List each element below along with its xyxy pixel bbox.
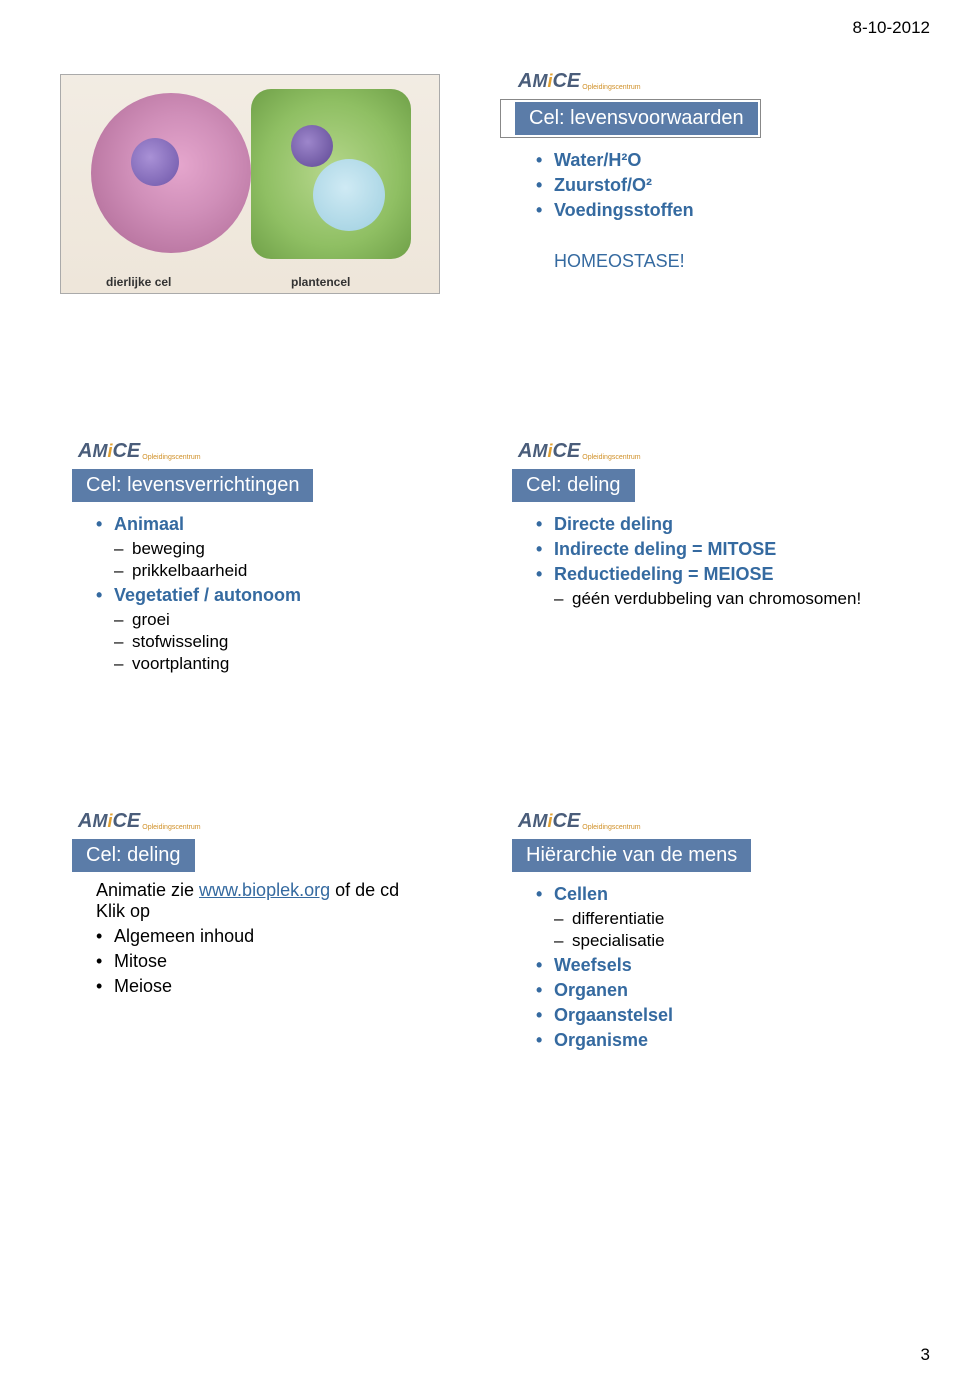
slide-levensverrichtingen: AMiCEOpleidingscentrum Cel: levensverric… bbox=[60, 440, 460, 690]
list-item: Water/H²O bbox=[536, 150, 900, 171]
list-subitem: géén verdubbeling van chromosomen! bbox=[554, 589, 900, 609]
bioplek-link[interactable]: www.bioplek.org bbox=[199, 880, 330, 900]
logo-sub: Opleidingscentrum bbox=[582, 824, 640, 831]
plant-cell-shape bbox=[251, 89, 411, 259]
list-item: Algemeen inhoud bbox=[96, 926, 460, 947]
logo-a: A bbox=[518, 440, 532, 463]
animal-cell-shape bbox=[91, 93, 251, 253]
list-item: Meiose bbox=[96, 976, 460, 997]
logo-a: A bbox=[78, 440, 92, 463]
slide-footer: HOMEOSTASE! bbox=[536, 251, 900, 272]
diagram-label-animal: dierlijke cel bbox=[106, 276, 171, 288]
list-item: Voedingsstoffen bbox=[536, 200, 900, 221]
logo-ce: CE bbox=[112, 440, 140, 463]
logo-sub: Opleidingscentrum bbox=[582, 84, 640, 91]
list-item: Weefsels bbox=[536, 955, 900, 976]
list-item: Organisme bbox=[536, 1030, 900, 1051]
logo: AMiCEOpleidingscentrum bbox=[518, 810, 641, 833]
page-number: 3 bbox=[921, 1345, 930, 1365]
plant-vacuole bbox=[313, 159, 385, 231]
logo-a: A bbox=[78, 810, 92, 833]
list-item: Reductiedeling = MEIOSE bbox=[536, 564, 900, 585]
list-subitem: stofwisseling bbox=[114, 632, 460, 652]
slide-cell-diagram: dierlijke cel plantencel bbox=[60, 70, 460, 320]
logo: AMiCEOpleidingscentrum bbox=[518, 70, 641, 93]
cell-diagram: dierlijke cel plantencel bbox=[60, 74, 440, 294]
slide-content: Cellen differentiatie specialisatie Weef… bbox=[500, 872, 900, 1051]
logo-ce: CE bbox=[112, 810, 140, 833]
list-item: Zuurstof/O² bbox=[536, 175, 900, 196]
slide-title: Cel: levensverrichtingen bbox=[72, 469, 313, 502]
slide-title: Cel: levensvoorwaarden bbox=[515, 102, 758, 135]
logo-ce: CE bbox=[552, 810, 580, 833]
diagram-label-plant: plantencel bbox=[291, 276, 350, 288]
logo-sub: Opleidingscentrum bbox=[582, 454, 640, 461]
slide-content: Directe deling Indirecte deling = MITOSE… bbox=[500, 502, 900, 609]
logo-m: M bbox=[92, 811, 107, 832]
list-item: Animaal bbox=[96, 514, 460, 535]
logo-sub: Opleidingscentrum bbox=[142, 454, 200, 461]
page-date: 8-10-2012 bbox=[852, 18, 930, 38]
title-outline: Cel: levensvoorwaarden bbox=[500, 99, 761, 138]
slide-content: Animaal beweging prikkelbaarheid Vegetat… bbox=[60, 502, 460, 674]
slide-hierarchie: AMiCEOpleidingscentrum Hiërarchie van de… bbox=[500, 810, 900, 1060]
slide-deling-2: AMiCEOpleidingscentrum Cel: deling Anima… bbox=[60, 810, 460, 1060]
animation-pretext: Animatie zie bbox=[96, 880, 199, 900]
slide-content: Water/H²O Zuurstof/O² Voedingsstoffen HO… bbox=[500, 138, 900, 272]
slides-grid: dierlijke cel plantencel AMiCEOpleidings… bbox=[60, 70, 900, 1060]
list-item: Mitose bbox=[96, 951, 460, 972]
logo-ce: CE bbox=[552, 70, 580, 93]
logo-m: M bbox=[532, 811, 547, 832]
list-item: Vegetatief / autonoom bbox=[96, 585, 460, 606]
plant-nucleus bbox=[291, 125, 333, 167]
list-item: Directe deling bbox=[536, 514, 900, 535]
logo-a: A bbox=[518, 810, 532, 833]
slide-levensvoorwaarden: AMiCEOpleidingscentrum Cel: levensvoorwa… bbox=[500, 70, 900, 320]
list-subitem: groei bbox=[114, 610, 460, 630]
logo-ce: CE bbox=[552, 440, 580, 463]
slide-title: Hiërarchie van de mens bbox=[512, 839, 751, 872]
list-item: Cellen bbox=[536, 884, 900, 905]
list-subitem: prikkelbaarheid bbox=[114, 561, 460, 581]
logo: AMiCEOpleidingscentrum bbox=[78, 440, 201, 463]
logo-m: M bbox=[532, 441, 547, 462]
list-subitem: voortplanting bbox=[114, 654, 460, 674]
logo-m: M bbox=[532, 71, 547, 92]
list-item: Indirecte deling = MITOSE bbox=[536, 539, 900, 560]
list-item: Orgaanstelsel bbox=[536, 1005, 900, 1026]
logo-m: M bbox=[92, 441, 107, 462]
klik-op-line: Klik op bbox=[96, 901, 460, 922]
slide-title: Cel: deling bbox=[512, 469, 635, 502]
list-subitem: specialisatie bbox=[554, 931, 900, 951]
slide-deling-1: AMiCEOpleidingscentrum Cel: deling Direc… bbox=[500, 440, 900, 690]
list-item: Organen bbox=[536, 980, 900, 1001]
list-subitem: differentiatie bbox=[554, 909, 900, 929]
logo-a: A bbox=[518, 70, 532, 93]
animation-posttext: of de cd bbox=[330, 880, 399, 900]
logo: AMiCEOpleidingscentrum bbox=[518, 440, 641, 463]
logo-sub: Opleidingscentrum bbox=[142, 824, 200, 831]
slide-title: Cel: deling bbox=[72, 839, 195, 872]
animation-line: Animatie zie www.bioplek.org of de cd bbox=[96, 880, 460, 901]
list-subitem: beweging bbox=[114, 539, 460, 559]
animal-nucleus bbox=[131, 138, 179, 186]
logo: AMiCEOpleidingscentrum bbox=[78, 810, 201, 833]
slide-content: Animatie zie www.bioplek.org of de cd Kl… bbox=[60, 872, 460, 997]
